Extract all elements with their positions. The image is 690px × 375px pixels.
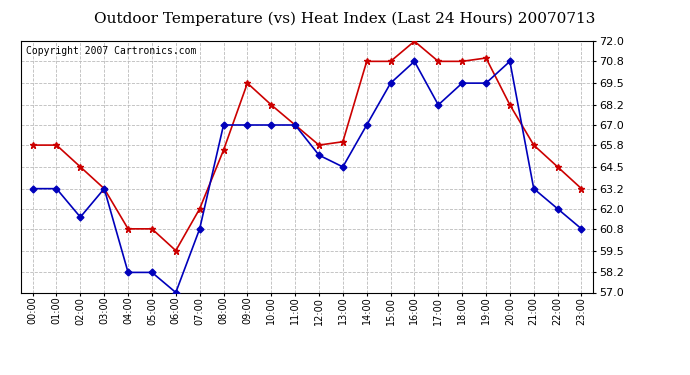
Text: Copyright 2007 Cartronics.com: Copyright 2007 Cartronics.com — [26, 46, 197, 56]
Text: Outdoor Temperature (vs) Heat Index (Last 24 Hours) 20070713: Outdoor Temperature (vs) Heat Index (Las… — [95, 11, 595, 26]
